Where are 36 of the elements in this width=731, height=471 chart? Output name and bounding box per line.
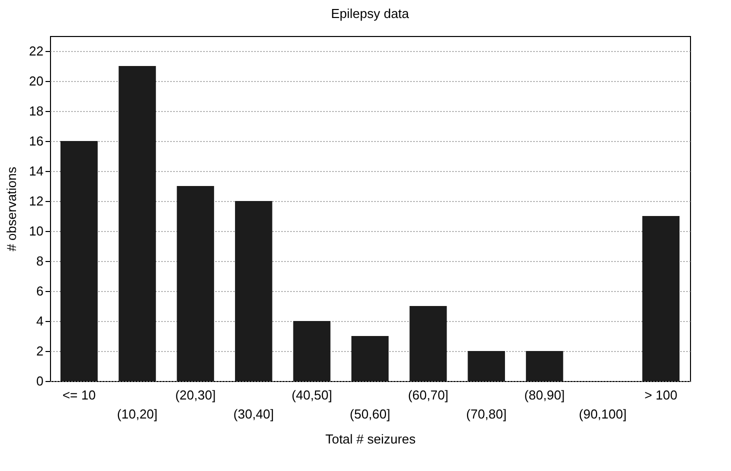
x-tick-label: (50,60]	[350, 406, 390, 422]
y-tick-label: 16	[29, 134, 44, 148]
x-tick-label: > 100	[644, 388, 678, 402]
y-tick-label: 10	[29, 224, 44, 238]
bar	[293, 321, 330, 381]
x-tick-label: (80,90]	[524, 388, 565, 402]
x-tick-label: (40,50]	[292, 388, 332, 402]
x-tick-label: (70,80]	[466, 406, 507, 422]
bar	[235, 201, 272, 381]
y-tick-label: 2	[36, 344, 44, 358]
x-tick-label: (90,100]	[578, 406, 627, 422]
x-tick-label: (60,70]	[408, 388, 448, 402]
y-tick-label: 22	[29, 44, 44, 58]
bar	[118, 66, 156, 381]
y-tick-label: 18	[29, 104, 44, 118]
bar	[410, 306, 447, 381]
x-axis-title: Total # seizures	[325, 432, 416, 446]
y-tick-label: 0	[36, 374, 44, 388]
y-tick-label: 4	[36, 314, 44, 328]
y-tick-label: 20	[29, 74, 44, 88]
chart-title: Epilepsy data	[330, 6, 410, 21]
y-tick-label: 12	[29, 194, 44, 208]
x-tick-label: (30,40]	[233, 406, 274, 422]
bar	[642, 216, 680, 381]
x-tick-label: (20,30]	[175, 388, 216, 402]
bar	[176, 186, 214, 381]
y-tick-label: 6	[36, 284, 44, 298]
x-tick-label: (10,20]	[117, 406, 158, 422]
x-tick-label: <= 10	[62, 388, 96, 402]
bar	[526, 351, 564, 381]
y-tick-label: 8	[36, 254, 44, 268]
bar	[351, 336, 389, 381]
y-tick-label: 14	[29, 164, 44, 178]
bar	[468, 351, 505, 381]
y-axis-title: # observations	[4, 166, 20, 252]
bar	[60, 141, 98, 381]
